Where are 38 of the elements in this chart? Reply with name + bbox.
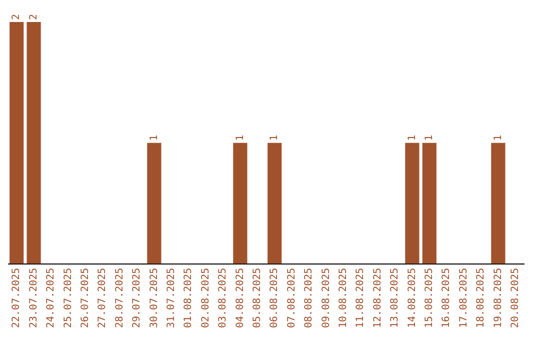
x-tick-label: 13.08.2025 <box>390 268 401 328</box>
x-tick-label: 22.07.2025 <box>11 268 22 328</box>
data-label: 1 <box>148 134 160 141</box>
x-tick-label: 06.08.2025 <box>269 268 280 328</box>
x-tick-label: 10.08.2025 <box>338 268 349 328</box>
x-tick-label: 12.08.2025 <box>372 268 384 328</box>
data-label: 1 <box>424 134 435 141</box>
x-tick-label: 02.08.2025 <box>200 268 212 328</box>
x-tick-label: 28.07.2025 <box>114 268 126 328</box>
data-label: 1 <box>269 134 280 141</box>
x-tick-label: 18.08.2025 <box>476 268 487 328</box>
x-tick-label: 17.08.2025 <box>458 268 470 328</box>
x-tick-label: 11.08.2025 <box>355 268 366 328</box>
data-label: 1 <box>492 134 504 141</box>
data-label: 1 <box>406 134 418 141</box>
x-tick-label: 25.07.2025 <box>62 268 74 328</box>
data-label: 2 <box>28 14 40 20</box>
data-label: 1 <box>234 134 246 141</box>
x-tick-label: 24.07.2025 <box>46 268 57 328</box>
x-tick-label: 30.07.2025 <box>148 268 160 328</box>
x-tick-label: 16.08.2025 <box>441 268 452 328</box>
x-tick-label: 23.07.2025 <box>28 268 40 328</box>
x-tick-label: 01.08.2025 <box>183 268 194 328</box>
x-tick-label: 03.08.2025 <box>218 268 229 328</box>
x-tick-label: 08.08.2025 <box>304 268 315 328</box>
x-tick-label: 15.08.2025 <box>424 268 435 328</box>
data-label: 2 <box>11 14 22 20</box>
x-tick-label: 29.07.2025 <box>132 268 143 328</box>
x-tick-label: 09.08.2025 <box>320 268 332 328</box>
x-tick-label: 26.07.2025 <box>80 268 91 328</box>
x-tick-label: 07.08.2025 <box>286 268 298 328</box>
x-tick-label: 05.08.2025 <box>252 268 263 328</box>
x-tick-label: 19.08.2025 <box>492 268 504 328</box>
x-tick-label: 14.08.2025 <box>406 268 418 328</box>
x-tick-label: 27.07.2025 <box>97 268 108 328</box>
x-tick-label: 04.08.2025 <box>234 268 246 328</box>
x-tick-label: 20.08.2025 <box>510 268 521 328</box>
x-tick-label: 31.07.2025 <box>166 268 177 328</box>
